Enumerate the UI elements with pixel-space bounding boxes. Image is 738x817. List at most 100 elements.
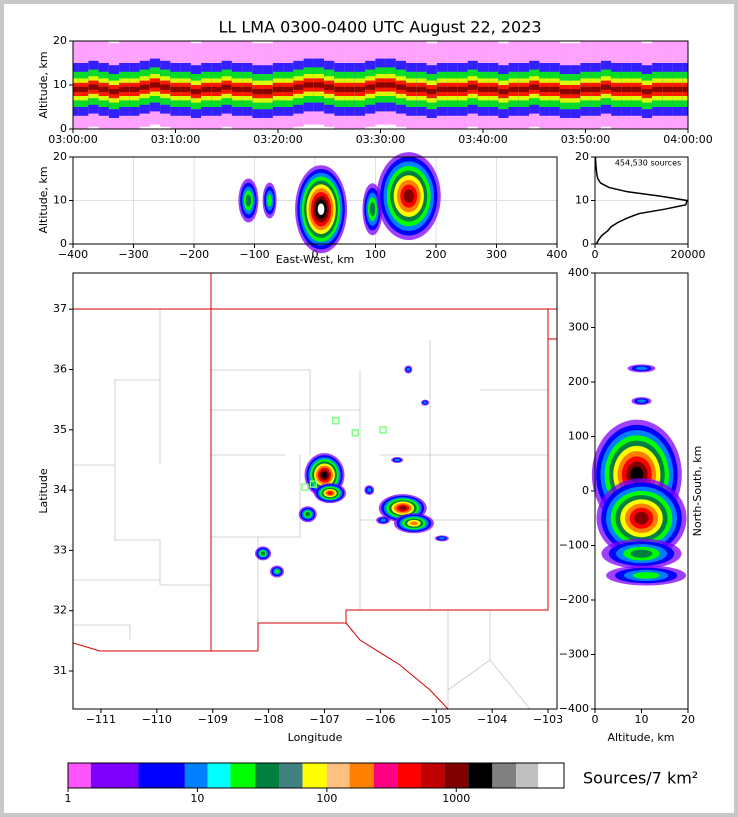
x-tick-label: −109 xyxy=(198,713,228,726)
station xyxy=(309,480,318,488)
x-tick-label: 100 xyxy=(365,248,386,261)
colorbar-segment xyxy=(326,763,350,788)
y-tick-label: 400 xyxy=(568,266,589,279)
x-tick-label: 03:40:00 xyxy=(458,133,507,146)
x-tick-label: −100 xyxy=(239,248,269,261)
plot-frame xyxy=(72,156,558,245)
density-column xyxy=(621,86,632,93)
x-tick-label: 1 xyxy=(65,792,72,805)
density-column xyxy=(652,86,663,93)
density-column xyxy=(108,88,120,95)
y-tick-label: 35 xyxy=(53,423,67,436)
density-cell xyxy=(423,401,427,404)
density-column xyxy=(539,86,550,93)
y-tick-label: −300 xyxy=(559,648,589,661)
x-tick-label: 03:50:00 xyxy=(561,133,610,146)
y-tick-label: 33 xyxy=(53,543,67,556)
y-axis-label: Altitude, km xyxy=(37,166,50,233)
density-column xyxy=(590,86,601,93)
plot-frame xyxy=(72,272,558,710)
y-tick-label: 20 xyxy=(53,34,67,47)
density-cell xyxy=(260,551,266,556)
y-tick-label: 20 xyxy=(53,150,67,163)
y-tick-label: 10 xyxy=(53,194,67,207)
chart-title: LL LMA 0300-0400 UTC August 22, 2023 xyxy=(218,18,541,37)
density-column xyxy=(180,86,191,93)
x-tick-label: −300 xyxy=(118,248,148,261)
density-cell xyxy=(321,471,328,479)
colorbar-segment xyxy=(349,763,374,788)
x-tick-label: 03:00:00 xyxy=(48,133,97,146)
y-tick-label: 34 xyxy=(53,483,67,496)
x-tick-label: 300 xyxy=(486,248,507,261)
x-tick-label: −110 xyxy=(142,713,172,726)
density-column xyxy=(211,86,222,93)
x-tick-label: 200 xyxy=(426,248,447,261)
density-column xyxy=(426,88,437,95)
x-tick-label: 04:00:00 xyxy=(663,133,712,146)
plot-frame xyxy=(67,762,565,789)
density-cell xyxy=(369,202,376,217)
density-column xyxy=(170,86,181,93)
density-column xyxy=(73,86,79,93)
density-column xyxy=(88,84,99,90)
x-axis-label: East-West, km xyxy=(276,253,354,266)
x-tick-label: 03:20:00 xyxy=(253,133,302,146)
density-cell xyxy=(632,572,660,579)
density-column xyxy=(78,86,89,93)
density-cell xyxy=(380,518,387,522)
density-cell xyxy=(394,458,400,462)
density-column xyxy=(231,86,243,93)
y-tick-label: 200 xyxy=(568,375,589,388)
density-column xyxy=(559,88,571,95)
density-cell xyxy=(406,367,411,372)
density-cell xyxy=(630,549,653,558)
density-cell xyxy=(305,512,311,517)
density-column xyxy=(354,86,366,93)
density-column xyxy=(682,86,688,93)
density-cell xyxy=(409,521,418,526)
colorbar-segment xyxy=(397,763,421,788)
colorbar-segment xyxy=(444,763,469,788)
density-column xyxy=(242,86,253,93)
colorbar-segment xyxy=(90,763,139,788)
density-layer xyxy=(591,364,687,586)
density-column xyxy=(98,86,109,93)
density-column xyxy=(324,84,335,90)
colorbar-segment xyxy=(302,763,327,788)
density-column xyxy=(160,84,171,90)
y-tick-label: 31 xyxy=(53,664,67,677)
plot-frame xyxy=(72,40,689,130)
density-column xyxy=(580,86,591,93)
x-axis-label: Longitude xyxy=(288,731,343,744)
density-cell xyxy=(274,569,280,574)
density-column xyxy=(252,88,263,95)
density-column xyxy=(477,86,489,93)
density-column xyxy=(334,86,345,93)
density-column xyxy=(488,86,499,93)
colorbar-segment xyxy=(492,763,517,788)
map-borders xyxy=(73,273,557,709)
x-tick-label: 03:10:00 xyxy=(151,133,200,146)
y-axis-label: North-South, km xyxy=(691,446,704,537)
density-column xyxy=(672,86,683,93)
density-cell xyxy=(367,487,372,493)
x-tick-label: −106 xyxy=(365,713,395,726)
density-column xyxy=(498,88,509,95)
density-column xyxy=(508,86,519,93)
x-axis-label: Altitude, km xyxy=(607,731,674,744)
storm-cells xyxy=(255,365,449,578)
colorbar-segment xyxy=(420,763,445,788)
x-tick-label: −200 xyxy=(179,248,209,261)
density-cell xyxy=(327,491,333,495)
density-column xyxy=(631,86,642,93)
y-tick-label: 300 xyxy=(568,321,589,334)
density-column xyxy=(395,84,407,90)
colorbar-segment xyxy=(516,763,539,788)
colorbar-segment xyxy=(538,763,564,788)
density-cell xyxy=(634,511,649,525)
y-axis-label: Latitude xyxy=(37,468,50,514)
y-tick-label: 0 xyxy=(582,484,589,497)
density-column xyxy=(313,82,325,88)
